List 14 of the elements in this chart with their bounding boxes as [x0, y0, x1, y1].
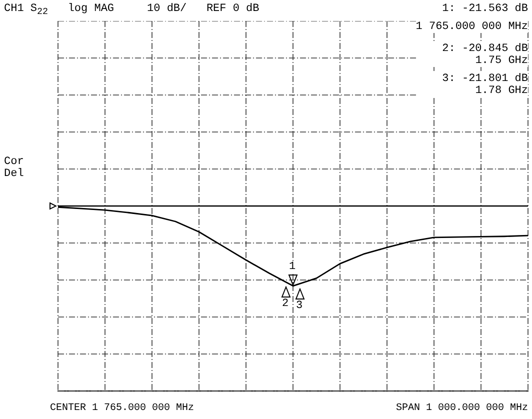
annotation: 1	[289, 260, 296, 273]
text: 1 765.000 000 MHz	[416, 21, 528, 33]
text: 1.78 GHz	[416, 85, 528, 97]
text: 1.75 GHz	[416, 55, 528, 67]
text: Del	[4, 168, 24, 180]
text: CENTER 1 765.000 000 MHz	[50, 403, 194, 415]
text: 2	[282, 298, 289, 310]
text: 3: -21.801 dB	[416, 73, 528, 85]
text: SPAN 1 000.000 000 MHz	[396, 403, 528, 415]
text: 2: -20.845 dB	[416, 43, 528, 55]
text: 1: -21.563 dB	[441, 3, 528, 15]
chart-title: CH1 S$_{22}$ log MAG 10 dB/ REF 0 dB	[4, 3, 260, 18]
text: Cor	[4, 156, 24, 168]
text: 3	[296, 300, 303, 312]
